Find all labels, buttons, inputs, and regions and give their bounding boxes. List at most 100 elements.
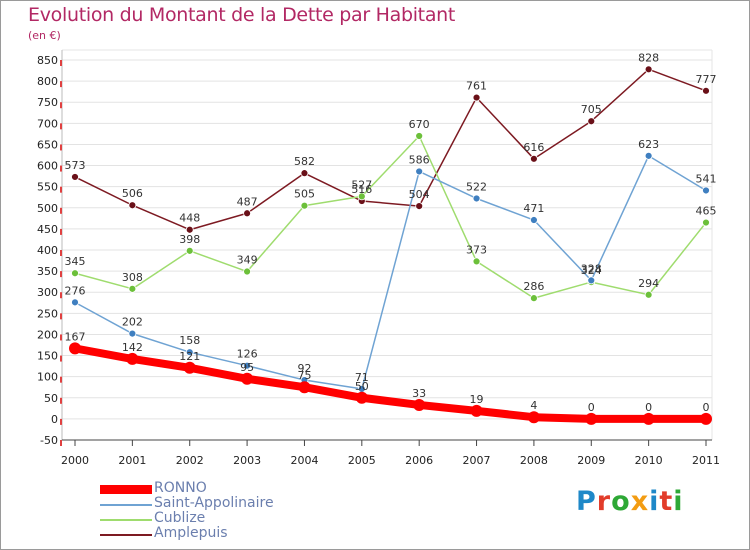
x-tick-label: 2001 <box>118 454 146 467</box>
data-label-ronno: 142 <box>122 341 143 354</box>
x-tick-label: 2002 <box>176 454 204 467</box>
data-label-saint-appolinaire: 623 <box>638 138 659 151</box>
data-label-ronno: 0 <box>645 401 652 414</box>
data-point-ronno <box>298 381 311 394</box>
data-point-saint-appolinaire <box>71 298 79 307</box>
x-tick-label: 2000 <box>61 454 89 467</box>
legend-label: Saint-Appolinaire <box>154 495 274 511</box>
legend-swatch <box>100 485 152 494</box>
data-label-saint-appolinaire: 522 <box>466 180 487 193</box>
x-tick-label: 2006 <box>405 454 433 467</box>
series-line-saint-appolinaire <box>74 155 707 390</box>
y-tick-label: 850 <box>37 54 58 67</box>
y-tick-label: 250 <box>37 307 58 320</box>
data-point-saint-appolinaire <box>243 361 251 370</box>
legend-swatch <box>100 534 152 536</box>
data-point-saint-appolinaire <box>415 167 424 176</box>
data-point-amplepuis <box>71 173 79 181</box>
data-point-amplepuis <box>530 154 538 163</box>
logo-letter: o <box>611 486 631 517</box>
data-point-amplepuis <box>644 65 653 74</box>
x-tick-label: 2010 <box>635 454 663 467</box>
data-point-ronno <box>527 411 540 424</box>
data-label-amplepuis: 487 <box>237 195 258 208</box>
data-label-saint-appolinaire: 71 <box>355 371 369 384</box>
series-line-amplepuis <box>74 68 707 231</box>
y-tick-label: 200 <box>37 328 58 341</box>
data-label-saint-appolinaire: 158 <box>179 334 200 347</box>
data-point-cublize <box>243 267 251 276</box>
data-label-amplepuis: 506 <box>122 187 143 200</box>
logo-letter: i <box>673 486 684 517</box>
y-tick-label: 400 <box>37 244 58 257</box>
data-label-ronno: 167 <box>65 330 86 343</box>
x-tick-label: 2005 <box>348 454 376 467</box>
data-point-ronno <box>183 361 196 374</box>
data-point-cublize <box>530 294 538 303</box>
data-label-cublize: 527 <box>351 178 372 191</box>
data-point-ronno <box>126 352 139 365</box>
data-label-cublize: 505 <box>294 188 315 201</box>
y-tick-label: 650 <box>37 138 58 151</box>
data-label-saint-appolinaire: 276 <box>65 284 86 297</box>
data-label-amplepuis: 573 <box>65 159 86 172</box>
data-point-amplepuis <box>128 201 137 210</box>
data-label-cublize: 670 <box>409 118 430 131</box>
data-point-saint-appolinaire <box>644 151 653 160</box>
y-tick-label: 700 <box>37 117 58 130</box>
y-tick-label: 800 <box>37 75 58 88</box>
data-point-ronno <box>241 372 254 385</box>
data-point-ronno <box>642 412 655 425</box>
data-point-ronno <box>413 398 426 411</box>
data-point-saint-appolinaire <box>702 186 710 195</box>
data-point-amplepuis <box>415 202 424 210</box>
data-label-cublize: 294 <box>638 277 659 290</box>
data-label-cublize: 349 <box>237 254 258 267</box>
data-label-amplepuis: 761 <box>466 80 487 93</box>
x-tick-label: 2011 <box>692 454 720 467</box>
series-line-ronno <box>71 344 710 423</box>
y-tick-label: -50 <box>40 434 58 447</box>
data-label-cublize: 324 <box>581 264 602 277</box>
data-point-ronno <box>585 412 598 425</box>
x-tick-label: 2009 <box>577 454 605 467</box>
data-point-amplepuis <box>185 225 194 234</box>
data-label-ronno: 95 <box>240 361 254 374</box>
legend-swatch <box>100 519 152 521</box>
logo-letter: x <box>630 486 650 517</box>
data-label-amplepuis: 777 <box>696 73 717 86</box>
data-point-saint-appolinaire <box>587 276 596 285</box>
data-point-ronno <box>470 404 483 417</box>
data-point-cublize <box>300 201 309 210</box>
data-label-saint-appolinaire: 541 <box>696 172 717 185</box>
legend-label: Amplepuis <box>154 525 228 541</box>
data-label-ronno: 50 <box>355 380 369 393</box>
data-label-saint-appolinaire: 471 <box>523 202 544 215</box>
y-tick-label: 450 <box>37 223 58 236</box>
data-point-amplepuis <box>300 169 309 178</box>
legend-label: RONNO <box>154 480 207 496</box>
data-point-cublize <box>702 218 710 227</box>
data-point-saint-appolinaire <box>530 216 538 224</box>
chart-title: Evolution du Montant de la Dette par Hab… <box>28 4 456 26</box>
y-tick-label: 300 <box>37 286 58 299</box>
y-tick-label: 600 <box>37 160 58 173</box>
y-tick-label: 750 <box>37 96 58 109</box>
data-label-saint-appolinaire: 126 <box>237 348 258 361</box>
y-tick-label: 150 <box>37 350 58 363</box>
proxiti-logo: Proxiti <box>576 486 684 517</box>
logo-letter: r <box>596 486 612 517</box>
data-label-ronno: 4 <box>530 399 537 412</box>
data-point-amplepuis <box>472 93 481 102</box>
data-label-cublize: 345 <box>65 255 86 268</box>
y-tick-label: 550 <box>37 181 58 194</box>
data-label-cublize: 465 <box>696 205 717 218</box>
data-label-amplepuis: 504 <box>409 188 430 201</box>
y-tick-label: 350 <box>37 265 58 278</box>
data-label-amplepuis: 582 <box>294 155 315 168</box>
x-tick-label: 2004 <box>290 454 318 467</box>
data-point-cublize <box>472 257 481 266</box>
data-label-cublize: 373 <box>466 243 487 256</box>
data-label-ronno: 33 <box>412 387 426 400</box>
data-point-amplepuis <box>243 209 251 218</box>
